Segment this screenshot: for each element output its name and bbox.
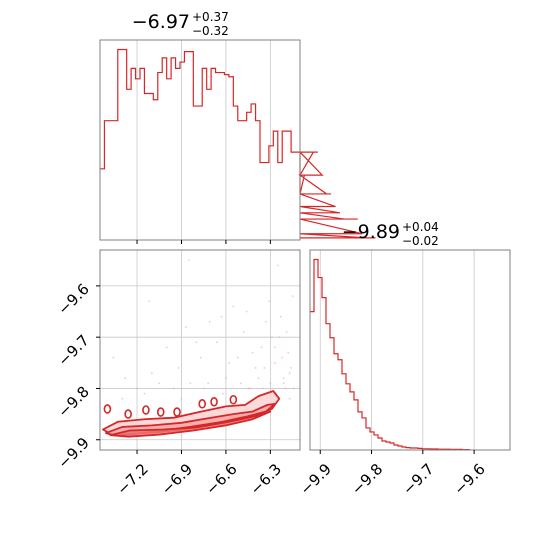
x-tick-label: −6.9 <box>158 460 196 498</box>
sample-point <box>273 346 276 349</box>
sample-point <box>284 387 287 390</box>
sample-point <box>236 356 239 359</box>
sample-point <box>247 387 250 390</box>
y-tick-label: −9.9 <box>54 434 92 472</box>
sample-point <box>293 387 295 390</box>
sample-point <box>273 361 276 364</box>
sample-point <box>270 336 273 339</box>
sample-point <box>291 295 294 298</box>
sample-point <box>290 367 293 369</box>
sample-point <box>136 387 138 390</box>
sample-point <box>262 387 264 390</box>
histogram-steps <box>310 258 470 451</box>
sample-point <box>265 320 267 323</box>
sample-point <box>239 382 242 385</box>
contour-island <box>198 399 207 409</box>
panel-title-upper-error: +0.04 <box>402 220 439 234</box>
panel-title-value: −6.97 <box>132 11 190 33</box>
sample-point <box>195 341 198 344</box>
sample-point <box>225 377 227 380</box>
sample-point <box>207 382 210 385</box>
x-tick-label: −9.7 <box>399 460 437 498</box>
contour-island <box>210 396 218 407</box>
sample-point <box>199 356 202 359</box>
sample-point <box>248 387 251 390</box>
sample-point <box>245 310 248 313</box>
panel-frame <box>309 249 511 451</box>
y-tick-label: −9.7 <box>54 331 92 369</box>
y-tick-label: −9.8 <box>54 383 92 421</box>
sample-point <box>285 331 288 333</box>
sample-point <box>288 397 291 400</box>
sample-point <box>121 397 124 400</box>
sample-point <box>222 392 224 395</box>
x-tick-label: −9.9 <box>297 460 335 498</box>
sample-point <box>287 351 290 354</box>
sample-point <box>112 356 115 359</box>
sample-point <box>282 377 285 380</box>
sample-point <box>260 346 263 349</box>
sample-point <box>180 397 183 400</box>
contour-island <box>142 405 150 415</box>
x-tick-label: −6.6 <box>202 460 240 498</box>
sample-point <box>282 382 285 385</box>
joint-contour-panel: −7.2 −6.9 −6.6 −6.3 −9.6 −9.7 −9.8 −9.9 <box>54 249 301 499</box>
sample-point <box>263 367 266 369</box>
sample-point <box>208 320 211 323</box>
histogram-steps <box>100 48 376 239</box>
panel-title-lower-error: −0.32 <box>192 24 229 38</box>
marginal-histogram-y: −9.9 −9.8 −9.7 −9.6 −9.89 +0.04−0.02 <box>297 220 511 499</box>
sample-point <box>227 361 230 364</box>
sample-point <box>281 356 284 359</box>
x-tick-label: −6.3 <box>247 460 285 498</box>
contour-island <box>156 407 165 417</box>
x-tick-label: −7.2 <box>113 460 151 498</box>
sample-point <box>242 331 245 333</box>
sample-point <box>288 372 291 374</box>
sample-point <box>177 367 180 369</box>
panel-title-lower-error: −0.02 <box>402 234 439 248</box>
sample-point <box>158 382 161 385</box>
sample-point <box>185 326 187 328</box>
sample-point <box>276 264 279 267</box>
sample-point <box>232 305 235 308</box>
sample-point <box>254 367 257 369</box>
sample-point <box>165 346 168 349</box>
y-tick-label: −9.6 <box>54 280 92 318</box>
sample-point <box>187 259 190 262</box>
sample-point <box>279 315 282 318</box>
contour-island <box>103 404 112 414</box>
sample-point <box>189 382 192 385</box>
sample-point <box>143 392 146 395</box>
sample-point <box>150 372 153 374</box>
sample-point <box>124 377 127 380</box>
sample-point <box>216 341 218 344</box>
sample-point <box>202 387 205 390</box>
x-tick-label: −9.8 <box>348 460 386 498</box>
sample-point <box>220 315 223 318</box>
sample-point <box>278 336 281 339</box>
panel-title-upper-error: +0.37 <box>192 10 229 24</box>
panel-frame <box>99 249 301 451</box>
contour-level <box>109 410 272 438</box>
sample-point <box>257 377 260 380</box>
sample-point <box>267 300 270 303</box>
sample-point <box>173 387 175 390</box>
sample-point <box>251 351 254 354</box>
sample-point <box>269 382 272 385</box>
x-tick-label: −9.6 <box>450 460 488 498</box>
marginal-histogram-x: −6.97 +0.37−0.32 <box>99 10 376 244</box>
panel-frame <box>99 39 301 241</box>
sample-point <box>147 300 150 303</box>
contour-island <box>229 394 238 405</box>
contour-island <box>124 409 132 419</box>
panel-title-value: −9.89 <box>342 221 400 243</box>
contour-island <box>173 407 181 417</box>
